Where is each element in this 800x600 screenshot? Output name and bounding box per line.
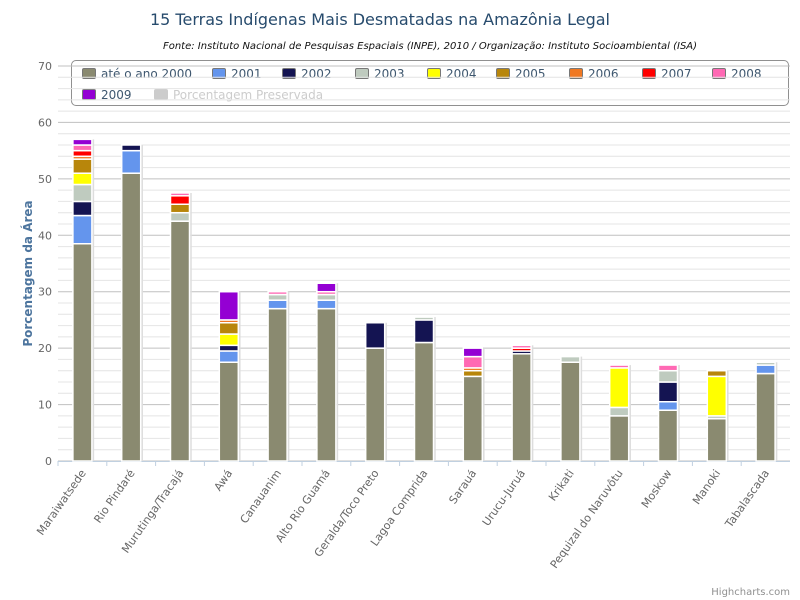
- x-tick-label: Sarauá: [446, 467, 479, 506]
- bar-segment: [120, 144, 142, 152]
- bar-segment: [706, 375, 728, 417]
- bar-segment: [755, 361, 776, 366]
- bar-segment: [218, 350, 240, 364]
- bar-segment: [72, 214, 93, 245]
- x-tick-label: Maraiwatsede: [34, 467, 89, 538]
- bar-segment: [218, 361, 240, 462]
- bar-segment: [72, 243, 93, 462]
- bar-segment: [218, 290, 240, 321]
- bar-segment: [72, 200, 93, 217]
- legend-swatch: [355, 68, 369, 79]
- bar-segment: [364, 322, 386, 349]
- chart-subtitle: Fonte: Instituto Nacional de Pesquisas E…: [162, 41, 698, 52]
- y-tick-label: 50: [38, 173, 52, 186]
- y-tick-label: 10: [38, 399, 52, 412]
- bar-segment: [72, 158, 93, 174]
- x-tick-label: Krikati: [546, 467, 577, 503]
- bar-segment: [413, 341, 435, 462]
- legend-swatch: [496, 68, 510, 79]
- legend-swatch: [569, 68, 583, 79]
- bar-segment: [608, 415, 630, 462]
- legend-swatch: [712, 68, 726, 79]
- bar-segment: [267, 307, 288, 462]
- x-tick-label: Canauanim: [238, 467, 285, 526]
- legend-swatch: [427, 68, 441, 79]
- bar-segment: [218, 333, 240, 347]
- x-tick-label: Manoki: [690, 467, 723, 507]
- bar-segment: [706, 369, 728, 378]
- bar-segment: [72, 138, 93, 146]
- bar-segment: [218, 322, 240, 335]
- x-tick-label: Awá: [212, 467, 236, 493]
- x-tick-label: Rio Pindaré: [91, 467, 137, 526]
- legend-swatch: [282, 68, 296, 79]
- bar-segment: [657, 369, 679, 383]
- bar-segment: [462, 375, 484, 462]
- credits-link[interactable]: Highcharts.com: [711, 587, 790, 598]
- bar-segment: [560, 361, 581, 462]
- chart-title: 15 Terras Indígenas Mais Desmatadas na A…: [149, 10, 610, 29]
- bar-segment: [316, 307, 337, 462]
- bar-segment: [560, 355, 581, 364]
- bar-segment: [462, 347, 484, 358]
- x-tick-label: Tabalascada: [722, 467, 772, 530]
- bar-segment: [218, 344, 240, 352]
- legend-swatch: [642, 68, 656, 79]
- bar-segment: [608, 367, 630, 409]
- legend-label: Porcentagem Preservada: [173, 88, 324, 102]
- bar-segment: [267, 299, 288, 310]
- y-tick-label: 30: [38, 286, 52, 299]
- bar-segment: [657, 381, 679, 403]
- bar-segment: [316, 282, 337, 293]
- bar-segment: [120, 172, 142, 462]
- legend-label: 2009: [101, 88, 132, 102]
- bar-segment: [72, 172, 93, 186]
- bar-segment: [72, 144, 93, 152]
- bar-segment: [755, 372, 776, 462]
- bar-segment: [169, 220, 191, 462]
- x-tick-label: Urucu-Juruá: [480, 467, 528, 528]
- bar-segment: [657, 409, 679, 462]
- bar-segment: [608, 364, 630, 369]
- bar-segment: [608, 406, 630, 417]
- y-tick-label: 70: [38, 60, 52, 73]
- y-tick-label: 20: [38, 342, 52, 355]
- bar-segment: [267, 293, 288, 301]
- legend-swatch: [82, 68, 96, 79]
- bar-segment: [169, 211, 191, 222]
- bar-segment: [316, 299, 337, 310]
- bar-segment: [706, 417, 728, 462]
- bar-segment: [72, 183, 93, 203]
- legend-swatch: [212, 68, 226, 79]
- bar-segment: [169, 203, 191, 214]
- y-tick-label: 60: [38, 116, 52, 129]
- bar-segment: [267, 290, 288, 296]
- bar-segment: [72, 149, 93, 158]
- bar-segment: [657, 401, 679, 411]
- x-tick-label: Moskow: [639, 467, 675, 510]
- bar-segment: [511, 344, 532, 349]
- bar-segment: [316, 293, 337, 301]
- y-tick-label: 40: [38, 229, 52, 242]
- bar-segment: [413, 316, 435, 321]
- bar-segment: [511, 353, 532, 462]
- bar-segment: [364, 347, 386, 462]
- bar-segment: [755, 364, 776, 375]
- bar-segment: [169, 195, 191, 206]
- y-axis-title: Porcentagem da Área: [20, 200, 35, 346]
- bar-segment: [657, 364, 679, 372]
- bar-segment: [413, 319, 435, 344]
- bar-segment: [169, 192, 191, 197]
- y-tick-label: 0: [45, 455, 52, 468]
- bar-segment: [462, 355, 484, 369]
- bar-segment: [120, 149, 142, 174]
- bar-segment: [462, 369, 484, 378]
